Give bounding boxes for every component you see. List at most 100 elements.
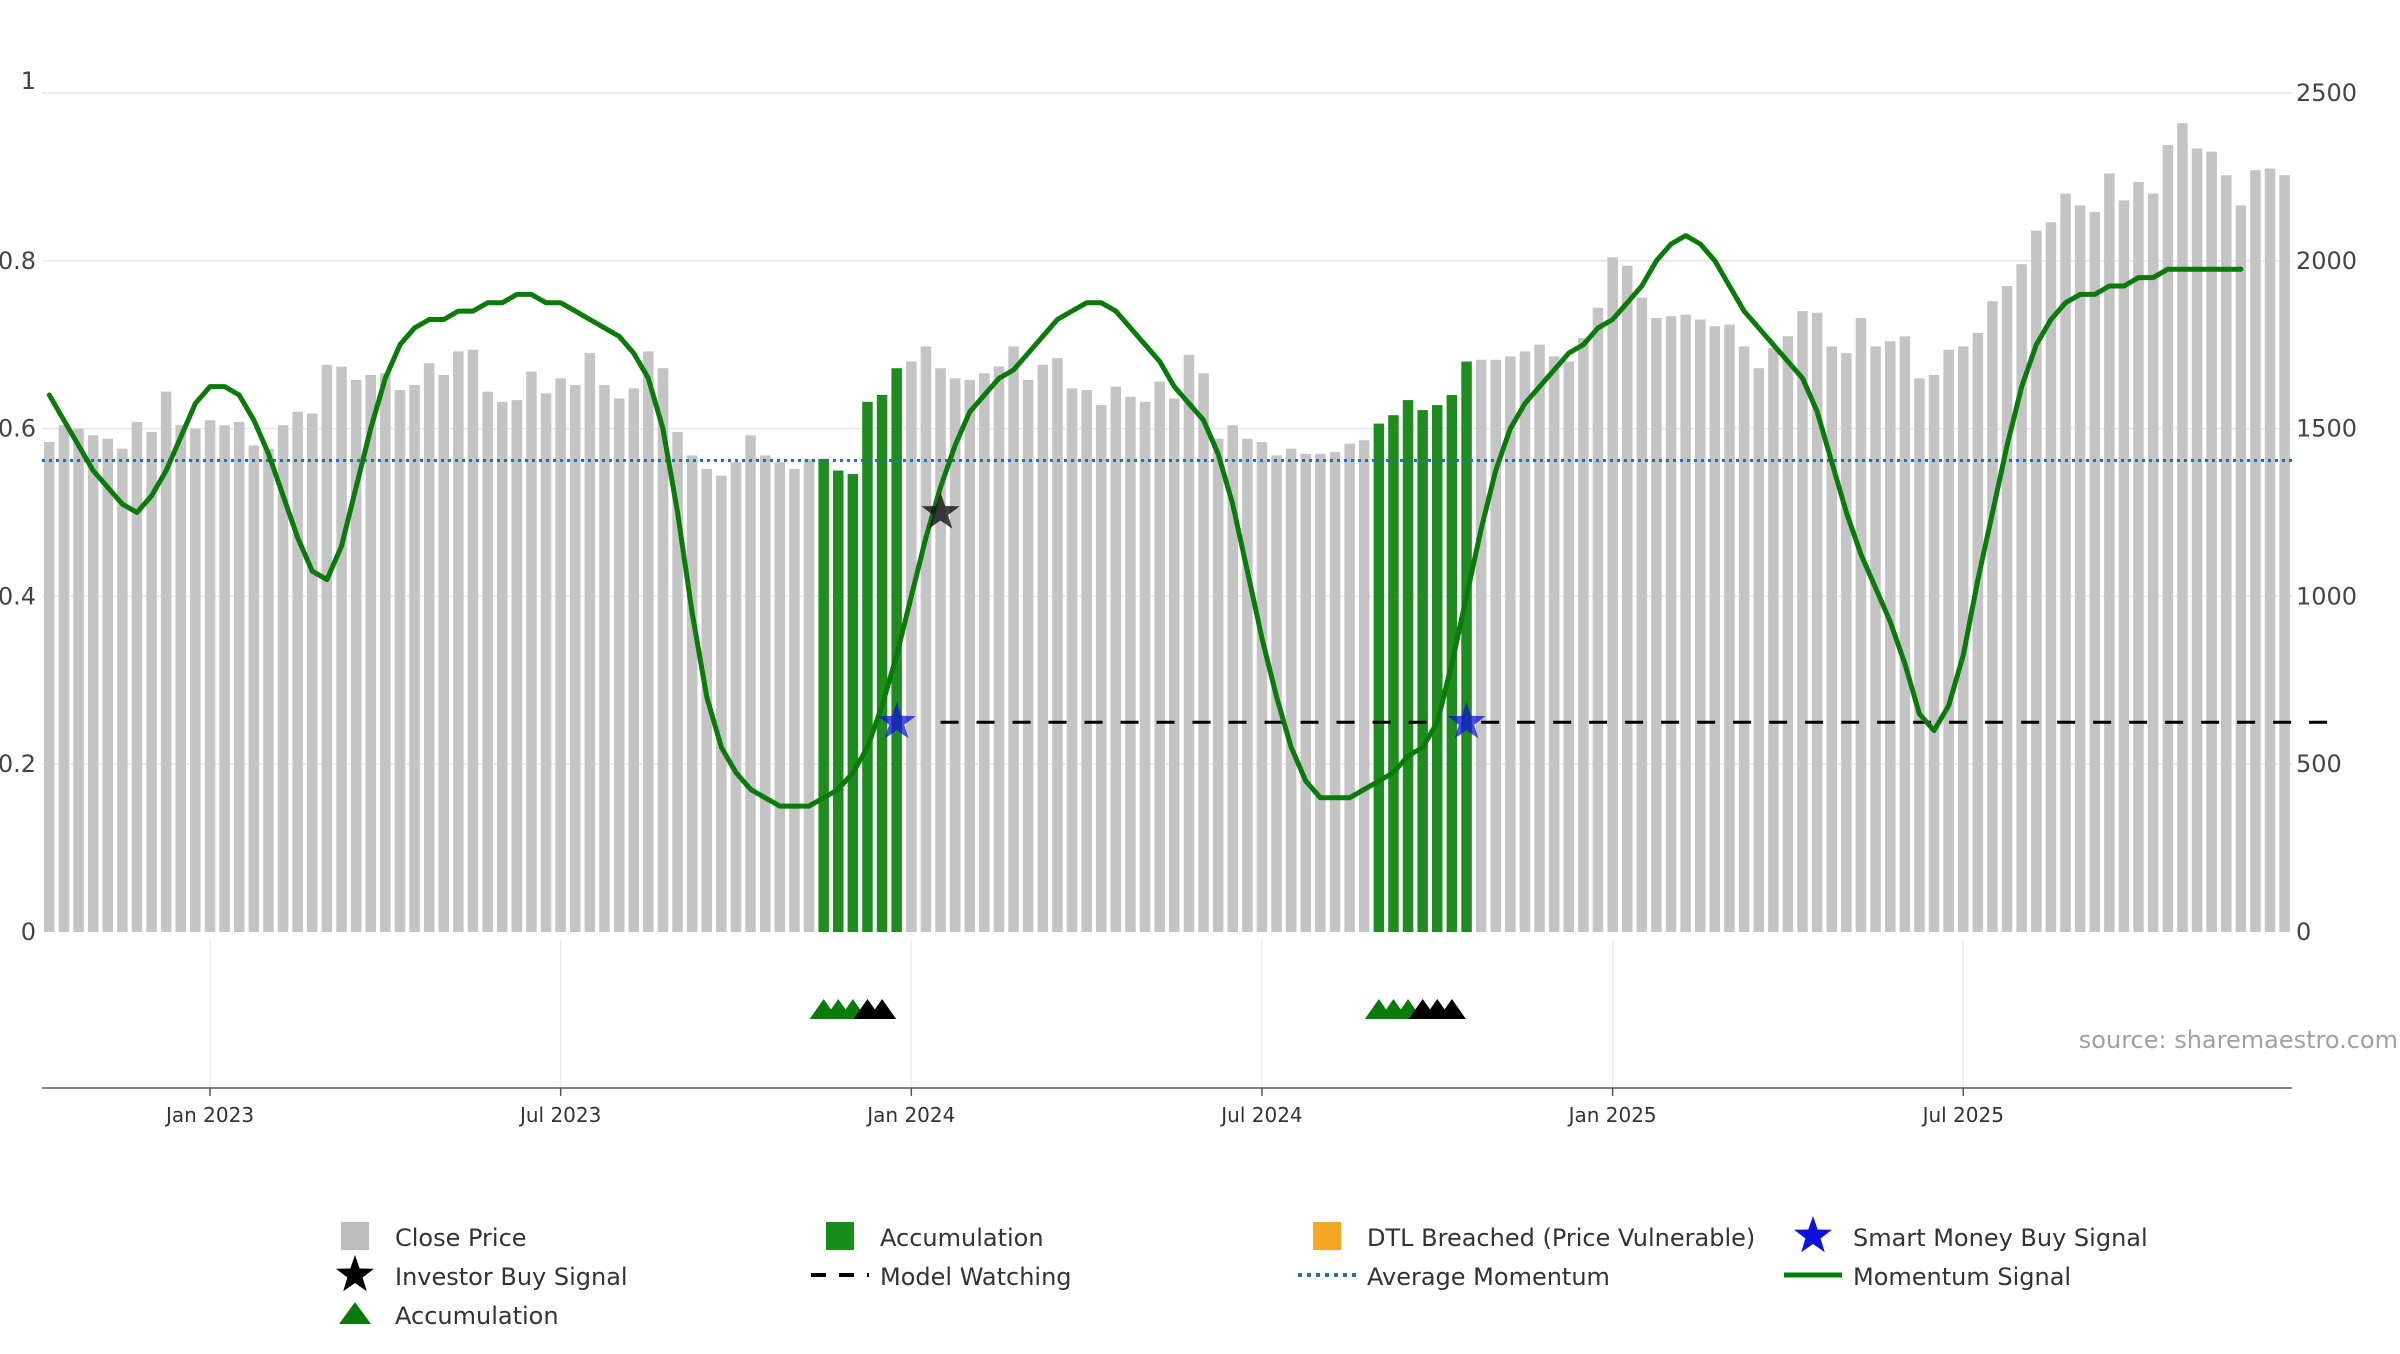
investor-buy-signal bbox=[921, 492, 960, 529]
close-price-bar bbox=[1139, 401, 1151, 932]
close-price-bar bbox=[1797, 311, 1808, 933]
close-price-bar bbox=[2206, 151, 2217, 932]
close-price-bar bbox=[1578, 338, 1589, 932]
x-axis-tick-label: Jul 2023 bbox=[518, 1103, 601, 1127]
accumulation-bar bbox=[818, 458, 829, 932]
close-price-bar bbox=[745, 435, 756, 932]
close-price-bar bbox=[1680, 314, 1691, 932]
close-price-bar bbox=[1899, 336, 1911, 932]
close-price-bar bbox=[906, 361, 917, 932]
close-price-bar bbox=[2045, 222, 2057, 932]
legend-label: Average Momentum bbox=[1367, 1263, 1610, 1291]
close-price-bar bbox=[482, 391, 493, 932]
left-axis-tick-label: 0.2 bbox=[0, 750, 36, 778]
close-price-bar bbox=[935, 368, 946, 932]
close-price-bar bbox=[1768, 348, 1779, 933]
x-axis-tick-label: Jan 2025 bbox=[1567, 1103, 1657, 1127]
close-price-bar bbox=[1885, 341, 1896, 932]
left-axis-tick-label: 1 bbox=[21, 67, 36, 95]
left-axis-tick-label: 0 bbox=[21, 918, 36, 946]
accumulation-bar bbox=[1432, 405, 1443, 933]
close-price-bar bbox=[1475, 359, 1487, 932]
x-axis-tick-label: Jul 2025 bbox=[1921, 1103, 2004, 1127]
close-price-bar bbox=[1607, 257, 1618, 932]
close-price-bar bbox=[2177, 123, 2188, 932]
right-axis-tick-label: 0 bbox=[2296, 918, 2311, 946]
close-price-bar bbox=[1841, 353, 1852, 933]
close-price-bar bbox=[511, 400, 523, 933]
close-price-bar bbox=[1022, 379, 1034, 932]
close-price-bar bbox=[584, 353, 596, 933]
close-price-bar bbox=[1344, 443, 1355, 932]
close-price-bar bbox=[964, 379, 975, 932]
close-price-bar bbox=[1870, 346, 1881, 932]
close-price-bar bbox=[1665, 316, 1677, 932]
close-price-bar bbox=[2147, 193, 2159, 932]
close-price-bar bbox=[292, 411, 303, 932]
close-price-bar bbox=[979, 373, 990, 932]
close-price-bar bbox=[1052, 358, 1063, 933]
close-price-bar bbox=[2001, 286, 2013, 932]
close-price-bar bbox=[1592, 307, 1604, 932]
close-price-bar bbox=[1928, 374, 1940, 932]
x-axis-tick-label: Jul 2024 bbox=[1219, 1103, 1302, 1127]
close-price-bar bbox=[613, 398, 625, 932]
close-price-bar bbox=[657, 368, 669, 932]
close-price-bar bbox=[73, 428, 84, 932]
close-price-bar bbox=[774, 462, 786, 932]
close-price-bar bbox=[1695, 319, 1706, 932]
close-price-bar bbox=[1534, 344, 1545, 932]
close-price-bar bbox=[1782, 336, 1794, 932]
close-price-bar bbox=[2031, 230, 2042, 933]
close-price-bar bbox=[87, 435, 99, 932]
close-price-bar bbox=[1519, 351, 1531, 932]
close-price-bar bbox=[2250, 170, 2261, 932]
x-axis-tick-label: Jan 2024 bbox=[865, 1103, 955, 1127]
close-price-bar bbox=[117, 448, 128, 932]
close-price-bar bbox=[263, 448, 274, 932]
legend: Close Price Accumulation DTL Breached (Pri… bbox=[336, 1216, 2148, 1330]
close-price-bar bbox=[234, 421, 245, 932]
source-text: source: sharemaestro.com bbox=[2079, 1026, 2398, 1054]
legend-swatch bbox=[341, 1222, 369, 1250]
close-price-bar bbox=[1125, 396, 1136, 932]
accumulation-bar bbox=[862, 401, 873, 932]
close-price-bar bbox=[2089, 212, 2100, 933]
close-price-bar bbox=[160, 391, 172, 932]
close-price-bar bbox=[1329, 452, 1341, 932]
momentum-signal-line bbox=[46, 233, 2244, 809]
close-price-bar bbox=[1972, 333, 1984, 932]
close-price-bar bbox=[1242, 438, 1253, 932]
accumulation-bar bbox=[1417, 410, 1428, 933]
accumulation-triangle-markers bbox=[809, 999, 1466, 1019]
close-price-bar bbox=[1548, 356, 1560, 932]
close-price-bar bbox=[467, 349, 479, 932]
close-price-bar bbox=[1183, 354, 1195, 932]
close-price-bar bbox=[2118, 200, 2130, 932]
close-price-bar bbox=[1914, 378, 1925, 932]
close-price-bar bbox=[1724, 324, 1735, 933]
close-price-bar bbox=[1651, 317, 1662, 932]
close-price-bars bbox=[44, 123, 2290, 933]
close-price-bar bbox=[219, 425, 230, 932]
left-axis-tick-label: 0.8 bbox=[0, 247, 36, 275]
close-price-bar bbox=[277, 425, 289, 932]
close-price-bar bbox=[1753, 368, 1764, 932]
close-price-bar bbox=[321, 364, 333, 932]
close-price-bar bbox=[1315, 453, 1326, 932]
close-price-bar bbox=[1154, 381, 1165, 933]
close-price-bar bbox=[204, 420, 216, 932]
close-price-bar bbox=[2279, 175, 2290, 932]
close-price-bar bbox=[1563, 361, 1574, 932]
close-price-bar bbox=[146, 432, 157, 932]
close-price-bar bbox=[2074, 205, 2086, 932]
close-price-bar bbox=[1709, 326, 1721, 932]
axes: 0 0.2 0.4 0.6 0.8 1 0 500 1000 1500 2000 2500 Jan 20… bbox=[0, 67, 2357, 1127]
close-price-bar bbox=[102, 438, 113, 932]
close-price-bar bbox=[730, 462, 742, 932]
close-price-bar bbox=[672, 432, 683, 932]
close-price-bar bbox=[1987, 301, 1998, 933]
close-price-bar bbox=[1811, 312, 1823, 932]
